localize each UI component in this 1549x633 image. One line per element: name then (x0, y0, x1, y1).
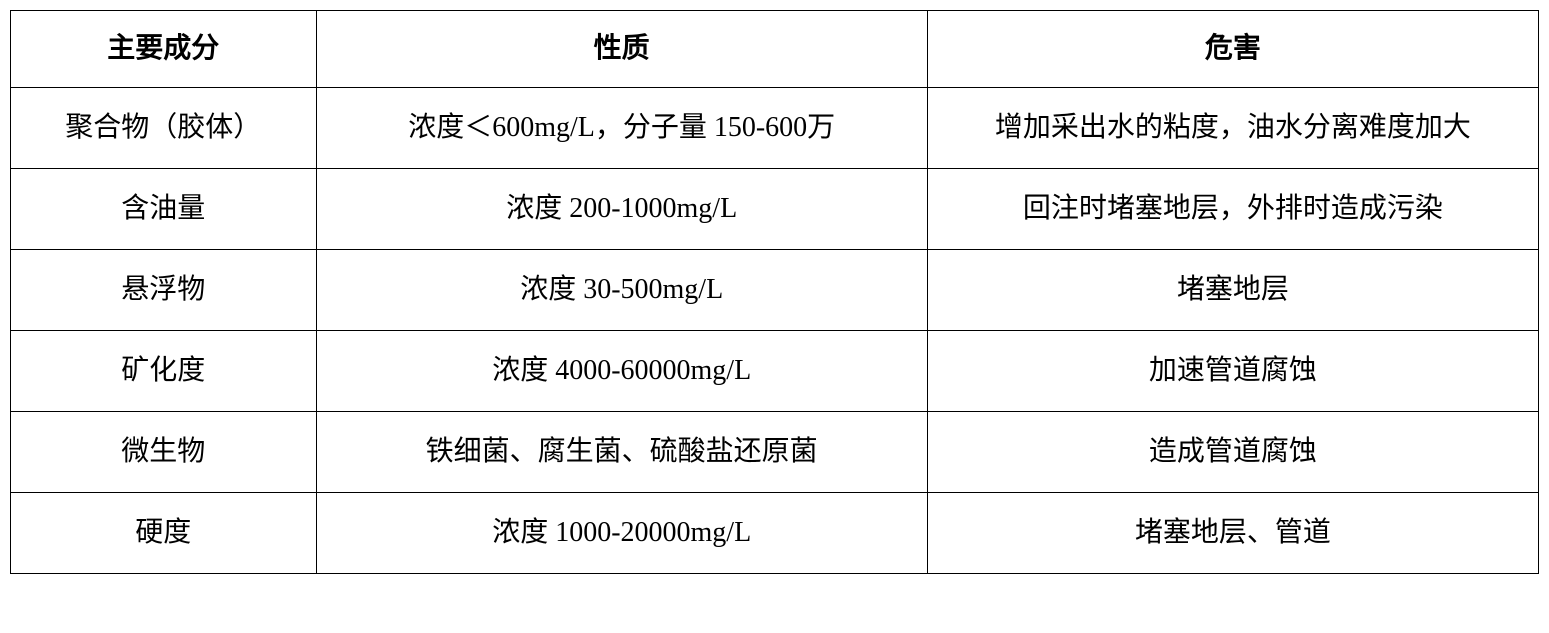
cell-property: 浓度 4000-60000mg/L (316, 331, 927, 412)
table-row: 硬度 浓度 1000-20000mg/L 堵塞地层、管道 (11, 493, 1539, 574)
table-body: 聚合物（胶体） 浓度＜600mg/L，分子量 150-600万 增加采出水的粘度… (11, 88, 1539, 574)
cell-property: 浓度 30-500mg/L (316, 250, 927, 331)
column-header-hazard: 危害 (927, 11, 1538, 88)
table-row: 聚合物（胶体） 浓度＜600mg/L，分子量 150-600万 增加采出水的粘度… (11, 88, 1539, 169)
cell-hazard: 堵塞地层、管道 (927, 493, 1538, 574)
cell-component: 聚合物（胶体） (11, 88, 317, 169)
cell-component: 微生物 (11, 412, 317, 493)
table-row: 微生物 铁细菌、腐生菌、硫酸盐还原菌 造成管道腐蚀 (11, 412, 1539, 493)
cell-hazard: 回注时堵塞地层，外排时造成污染 (927, 169, 1538, 250)
cell-component: 悬浮物 (11, 250, 317, 331)
cell-component: 含油量 (11, 169, 317, 250)
table-header: 主要成分 性质 危害 (11, 11, 1539, 88)
cell-component: 硬度 (11, 493, 317, 574)
column-header-component: 主要成分 (11, 11, 317, 88)
cell-property: 浓度＜600mg/L，分子量 150-600万 (316, 88, 927, 169)
cell-property: 浓度 200-1000mg/L (316, 169, 927, 250)
table-header-row: 主要成分 性质 危害 (11, 11, 1539, 88)
data-table: 主要成分 性质 危害 聚合物（胶体） 浓度＜600mg/L，分子量 150-60… (10, 10, 1539, 574)
cell-property: 铁细菌、腐生菌、硫酸盐还原菌 (316, 412, 927, 493)
cell-hazard: 加速管道腐蚀 (927, 331, 1538, 412)
table-row: 悬浮物 浓度 30-500mg/L 堵塞地层 (11, 250, 1539, 331)
cell-component: 矿化度 (11, 331, 317, 412)
table-row: 含油量 浓度 200-1000mg/L 回注时堵塞地层，外排时造成污染 (11, 169, 1539, 250)
cell-hazard: 增加采出水的粘度，油水分离难度加大 (927, 88, 1538, 169)
cell-hazard: 堵塞地层 (927, 250, 1538, 331)
column-header-property: 性质 (316, 11, 927, 88)
cell-property: 浓度 1000-20000mg/L (316, 493, 927, 574)
cell-hazard: 造成管道腐蚀 (927, 412, 1538, 493)
table-row: 矿化度 浓度 4000-60000mg/L 加速管道腐蚀 (11, 331, 1539, 412)
